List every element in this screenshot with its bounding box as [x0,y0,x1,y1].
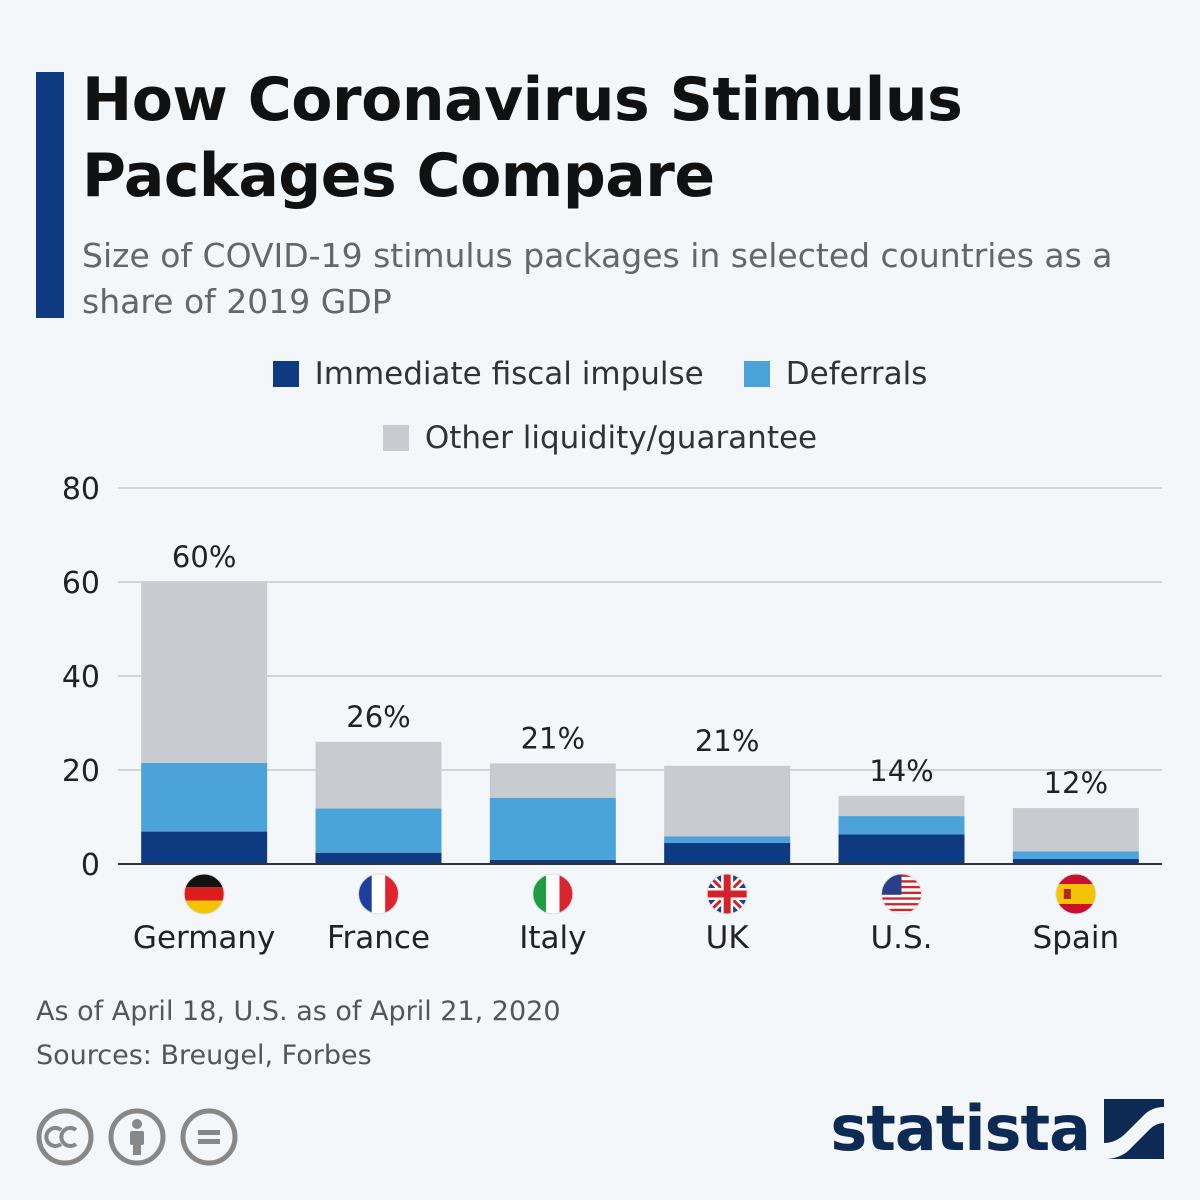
uk-flag-icon [706,873,748,915]
legend-swatch-deferrals [743,361,770,387]
bar-us-deferrals [838,816,965,835]
no-derivatives-icon[interactable] [180,1108,238,1166]
brand-logo[interactable]: statista [830,1092,1164,1165]
x-category-label-germany: Germany [133,920,275,956]
y-tick-label-0: 0 [81,848,100,883]
bar-italy-immediate [489,859,616,864]
bar-uk-immediate [664,842,791,864]
x-category-label-france: France [327,920,430,956]
brand-name: statista [830,1092,1091,1165]
bar-uk-deferrals [664,836,791,843]
license-icons [36,1108,238,1166]
title-accent-bar [36,72,64,318]
bar-us-other [838,795,965,817]
bar-germany-other [141,582,268,763]
chart-legend: Immediate fiscal impulse Deferrals Other… [0,356,1200,456]
stacked-bar-chart: 0 20 40 60 80 60% Germany 26% France 21% Italy 21% U… [62,472,1162,956]
data-label-spain: 12% [1044,766,1108,800]
x-category-label-us: U.S. [870,920,932,956]
x-category-label-italy: Italy [519,920,586,956]
legend-label-immediate-fiscal: Immediate fiscal impulse [314,356,704,392]
us-flag-icon [881,873,922,915]
page-subtitle: Size of COVID-19 stimulus packages in se… [82,236,1113,321]
bar-france-deferrals [315,808,442,853]
data-label-uk: 21% [695,724,759,758]
x-category-label-spain: Spain [1033,920,1120,956]
x-category-label-uk: UK [706,920,750,956]
bar-italy-other [489,763,616,798]
italy-flag-icon [532,873,574,915]
data-label-us: 14% [869,754,933,788]
creative-commons-icon[interactable] [36,1108,94,1166]
attribution-icon[interactable] [108,1108,166,1166]
footnote: As of April 18, U.S. as of April 21, 202… [36,990,561,1078]
germany-flag-icon [183,873,225,915]
data-label-italy: 21% [521,721,585,755]
legend-swatch-other-liquidity [382,425,409,451]
data-label-germany: 60% [172,540,236,574]
legend-item-immediate-fiscal: Immediate fiscal impulse [272,356,704,392]
statista-mark-icon [1104,1098,1164,1159]
bar-germany-deferrals [141,762,268,832]
y-tick-label-80: 80 [62,472,100,507]
bar-spain-immediate [1012,858,1139,864]
bar-france-immediate [315,852,442,864]
bar-uk-other [664,765,791,837]
legend-label-deferrals: Deferrals [785,356,928,392]
spain-flag-icon [1055,873,1097,915]
bar-italy-deferrals [489,797,616,860]
sources-note: Sources: Breugel, Forbes [36,1040,372,1071]
page-title: How Coronavirus Stimulus Packages Compar… [82,65,963,211]
france-flag-icon [358,873,399,915]
bar-us-immediate [838,834,965,864]
y-tick-label-40: 40 [62,660,100,695]
bar-france-other [315,741,442,809]
y-tick-label-20: 20 [62,754,100,789]
legend-label-other-liquidity: Other liquidity/guarantee [424,420,818,456]
bar-spain-other [1012,808,1139,852]
y-tick-label-60: 60 [62,566,100,601]
data-label-france: 26% [346,700,410,734]
date-note: As of April 18, U.S. as of April 21, 202… [36,996,561,1027]
bar-spain-deferrals [1012,851,1139,859]
legend-swatch-immediate-fiscal [272,361,299,387]
bar-germany-immediate [141,831,268,864]
legend-item-other-liquidity: Other liquidity/guarantee [382,420,818,456]
legend-item-deferrals: Deferrals [743,356,928,392]
